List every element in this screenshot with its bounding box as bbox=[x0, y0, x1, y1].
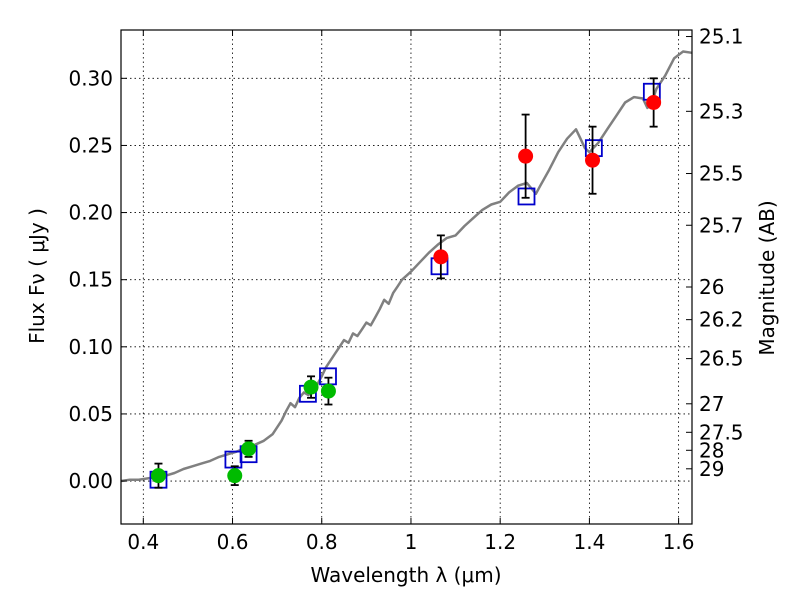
mag-tick-label: 25.5 bbox=[699, 162, 744, 186]
mag-tick-label: 25.3 bbox=[699, 99, 744, 123]
photometry-point bbox=[433, 249, 449, 265]
photometry-point bbox=[518, 148, 534, 164]
x-tick-label: 1 bbox=[405, 530, 418, 554]
mag-tick-label: 25.1 bbox=[699, 25, 744, 49]
ticks: 0.4 0.6 0.8 1 1.2 1.4 1.6 0.00 0.05 0.10 0.15 0.20 0… bbox=[68, 25, 743, 554]
mag-tick-label: 26.5 bbox=[699, 347, 744, 371]
grid bbox=[121, 30, 692, 524]
model-spectrum-line bbox=[120, 50, 693, 483]
y-tick-label: 0.25 bbox=[68, 133, 113, 157]
photometry-point bbox=[303, 379, 319, 395]
photometry-point bbox=[150, 468, 166, 484]
x-tick-label: 0.4 bbox=[127, 530, 159, 554]
photometry-point bbox=[585, 152, 601, 168]
x-tick-label: 1.2 bbox=[484, 530, 516, 554]
y-tick-label: 0.05 bbox=[68, 402, 113, 426]
mag-tick-label: 25.7 bbox=[699, 213, 744, 237]
y-tick-label: 0.30 bbox=[68, 66, 113, 90]
y-tick-label: 0.15 bbox=[68, 268, 113, 292]
y-axis-label: Flux Fν ( μJy ) bbox=[25, 208, 49, 344]
x-tick-label: 1.4 bbox=[573, 530, 605, 554]
mag-tick-label: 27 bbox=[699, 392, 724, 416]
y-tick-label: 0.10 bbox=[68, 335, 113, 359]
x-tick-label: 0.6 bbox=[217, 530, 249, 554]
mag-tick-label: 26.2 bbox=[699, 308, 744, 332]
x-axis-label: Wavelength λ (μm) bbox=[310, 563, 501, 587]
y-tick-label: 0.20 bbox=[68, 201, 113, 225]
photometry-point bbox=[227, 468, 243, 484]
x-tick-label: 0.8 bbox=[306, 530, 338, 554]
mag-tick-label: 26 bbox=[699, 275, 724, 299]
photometry-point bbox=[241, 441, 257, 457]
mag-tick-label: 29 bbox=[699, 457, 724, 481]
photometry-point bbox=[646, 94, 662, 110]
y-tick-label: 0.00 bbox=[68, 469, 113, 493]
photometry-point bbox=[320, 383, 336, 399]
y2-axis-label: Magnitude (AB) bbox=[755, 200, 779, 355]
x-tick-label: 1.6 bbox=[663, 530, 695, 554]
mag-tick-label: 27.5 bbox=[699, 420, 744, 444]
data-layer bbox=[120, 50, 693, 489]
mag-tick-label: 28 bbox=[699, 438, 724, 462]
plot-frame bbox=[120, 29, 693, 525]
